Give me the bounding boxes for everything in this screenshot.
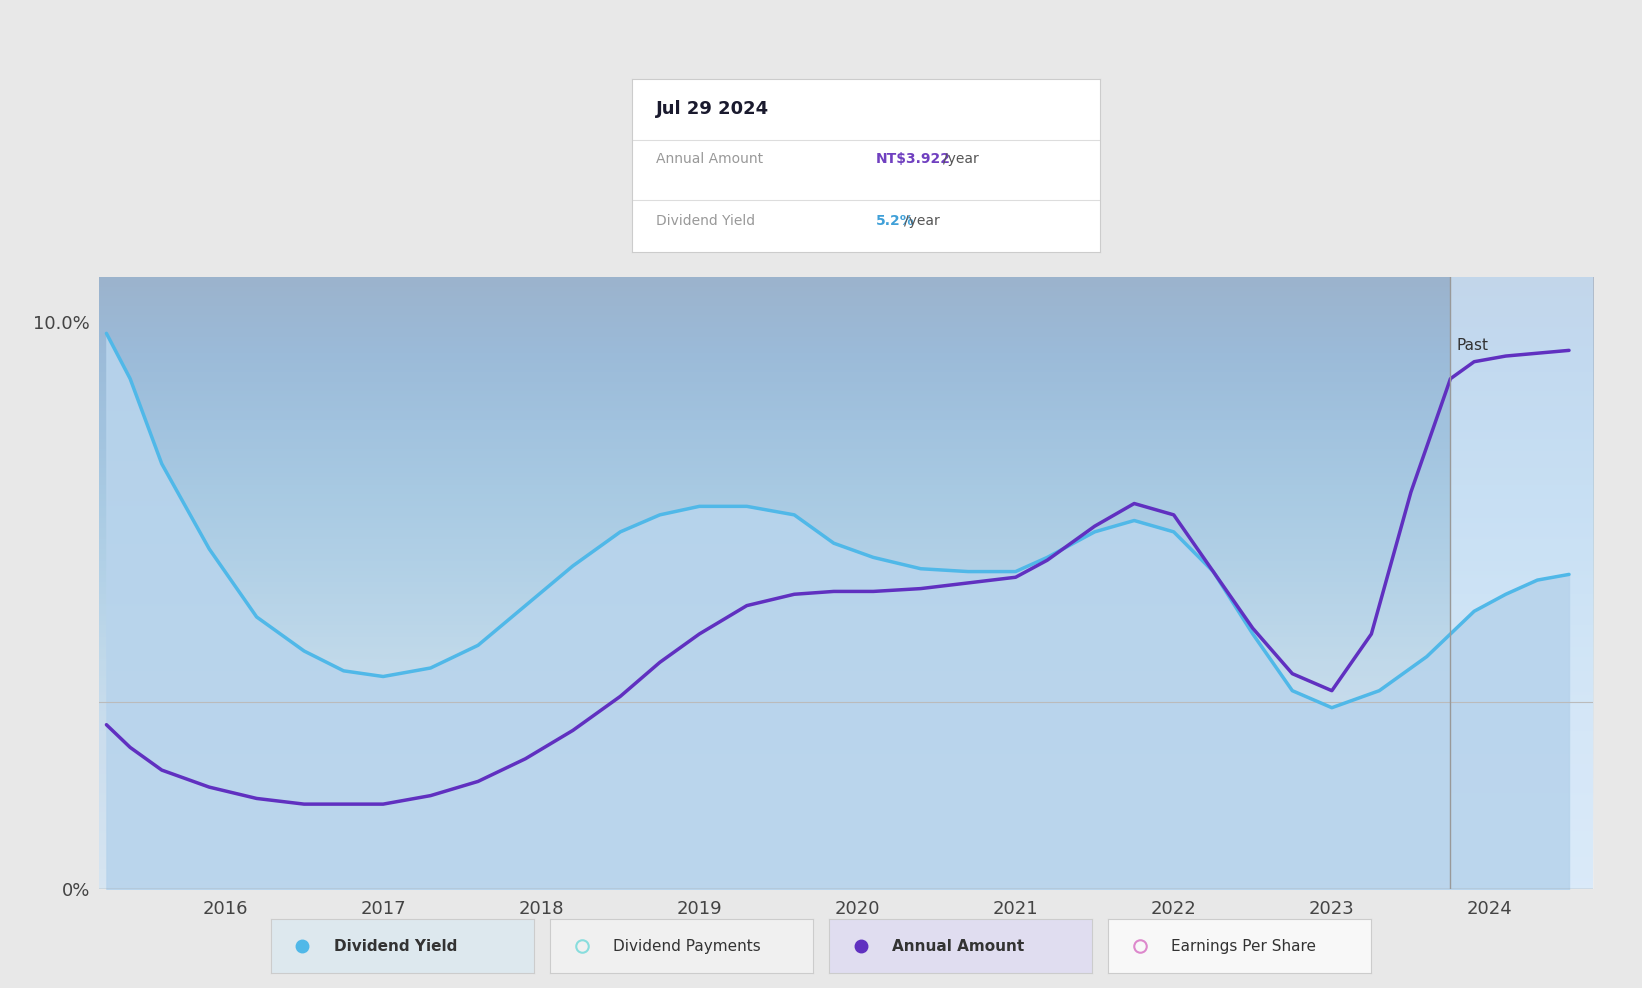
Text: NT$3.922: NT$3.922 bbox=[875, 152, 951, 166]
Text: Dividend Yield: Dividend Yield bbox=[333, 939, 458, 953]
Text: Jul 29 2024: Jul 29 2024 bbox=[655, 100, 768, 118]
Text: Annual Amount: Annual Amount bbox=[655, 152, 762, 166]
Text: Annual Amount: Annual Amount bbox=[892, 939, 1025, 953]
Text: Earnings Per Share: Earnings Per Share bbox=[1171, 939, 1317, 953]
Text: Dividend Payments: Dividend Payments bbox=[612, 939, 760, 953]
Text: Past: Past bbox=[1456, 338, 1489, 353]
Bar bbox=[1450, 277, 1593, 889]
Text: /year: /year bbox=[944, 152, 979, 166]
Text: /year: /year bbox=[903, 214, 939, 228]
Text: 5.2%: 5.2% bbox=[875, 214, 915, 228]
Text: Dividend Yield: Dividend Yield bbox=[655, 214, 755, 228]
